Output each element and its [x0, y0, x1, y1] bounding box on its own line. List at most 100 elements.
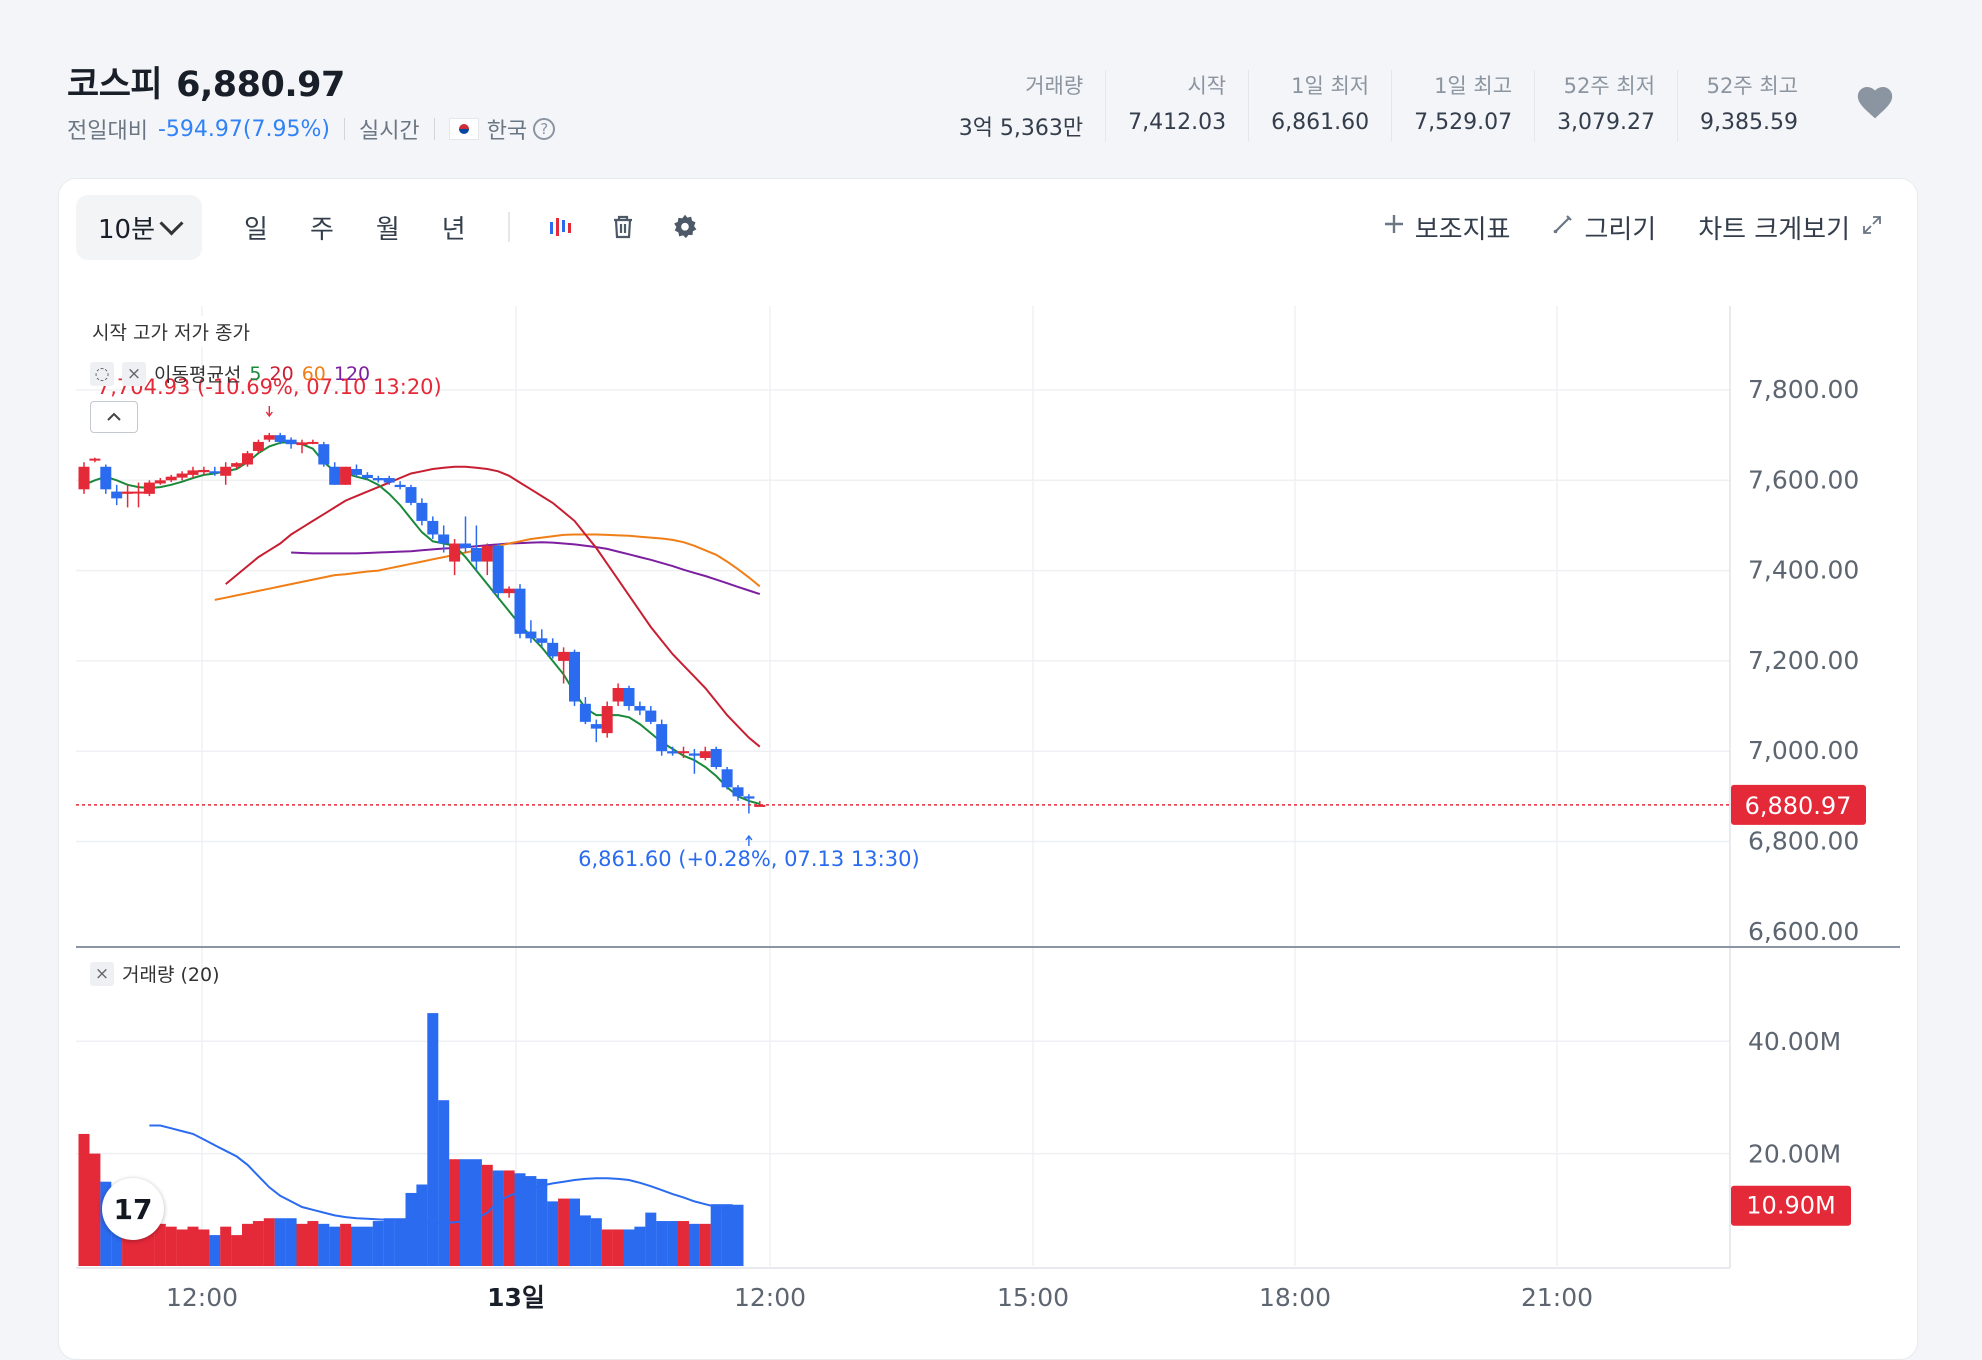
indicators-label: 보조지표: [1414, 214, 1511, 245]
candle-body: [634, 706, 646, 711]
volume-bar: [590, 1218, 602, 1266]
candle-body: [122, 491, 134, 494]
volume-bar: [274, 1218, 286, 1266]
volume-bar: [667, 1221, 679, 1266]
korea-flag-icon: [448, 118, 479, 140]
toolbar-divider: [507, 212, 510, 242]
stat-day-low: 1일 최저 6,861.60: [1248, 70, 1391, 142]
trash-icon[interactable]: [608, 212, 638, 242]
candle-body: [503, 588, 515, 594]
volume-bar: [645, 1212, 657, 1266]
volume-bar: [710, 1204, 722, 1266]
price-tick-label: 7,600.00: [1748, 465, 1859, 494]
index-title: 코스피 6,880.97: [67, 56, 345, 107]
period-day[interactable]: 일: [244, 214, 268, 245]
time-tick-label: 13일: [487, 1283, 545, 1312]
ma20-legend: 20: [269, 362, 294, 385]
close-icon[interactable]: ×: [90, 961, 114, 986]
ohlc-legend-label: 시작 고가 저가 종가: [92, 322, 250, 344]
candle-body: [89, 458, 101, 461]
last-price-tag: [1731, 784, 1866, 825]
price-tick-label: 6,800.00: [1748, 827, 1859, 856]
candle-body: [351, 469, 362, 475]
candle-body: [318, 444, 330, 465]
candle-body: [536, 638, 548, 643]
volume-bar: [470, 1159, 482, 1266]
candle-body: [252, 441, 264, 451]
close-icon[interactable]: ×: [122, 361, 146, 386]
stats-bar: 거래량 3억 5,363만 시작 7,412.03 1일 최저 6,861.60…: [937, 70, 1820, 142]
volume-bar: [514, 1173, 526, 1266]
candle-body: [460, 543, 471, 549]
price-tick-label: 7,800.00: [1748, 375, 1859, 404]
volume-bar: [492, 1170, 504, 1266]
volume-bar: [449, 1159, 461, 1266]
index-price: 6,880.97: [176, 65, 345, 105]
candle-body: [678, 751, 689, 754]
volume-bar: [427, 1013, 439, 1266]
eye-off-icon[interactable]: ◌: [90, 361, 114, 386]
candle-body: [601, 706, 613, 734]
volume-bar: [525, 1176, 537, 1266]
chart-toolbar: 10분 일 주 월 년: [76, 194, 732, 260]
period-year[interactable]: 년: [441, 214, 466, 245]
volume-tick-label: 20.00M: [1748, 1140, 1841, 1169]
volume-bar: [340, 1223, 352, 1266]
index-name: 코스피: [67, 65, 163, 105]
draw-button[interactable]: 그리기: [1552, 209, 1656, 246]
timeframe-select[interactable]: 10분: [76, 194, 203, 260]
stat-label: 52주 최저: [1563, 74, 1656, 98]
period-month[interactable]: 월: [375, 214, 400, 245]
candle-body: [667, 751, 679, 754]
ma120-line: [291, 541, 761, 596]
candle-body: [383, 478, 395, 483]
candle-body: [263, 435, 275, 440]
volume-bar: [405, 1192, 417, 1266]
ma120-legend: 120: [333, 362, 371, 385]
candle-body: [111, 491, 123, 499]
candle-body: [590, 724, 602, 729]
expand-icon: [1862, 212, 1882, 242]
candle-body: [209, 471, 221, 474]
candle-body: [579, 703, 591, 722]
help-icon[interactable]: ?: [533, 118, 556, 140]
candle-body: [394, 484, 406, 488]
stat-label: 1일 최저: [1291, 74, 1370, 98]
candle-body: [743, 796, 755, 799]
high-annotation: 7,704.93 (-10.69%, 07.10 13:20): [97, 375, 442, 399]
time-tick-label: 12:00: [734, 1283, 806, 1312]
ma-legend: ◌ × 이동평균선 5 20 60 120: [90, 360, 370, 387]
volume-bar: [579, 1215, 591, 1266]
candle-body: [405, 487, 417, 503]
ma60-legend: 60: [301, 362, 326, 385]
fullscreen-button[interactable]: 차트 크게보기: [1698, 209, 1882, 246]
candle-body: [78, 466, 90, 490]
volume-bar: [263, 1218, 275, 1266]
candle-body: [100, 466, 112, 490]
candle-body: [754, 804, 766, 807]
volume-bar: [460, 1159, 471, 1266]
chevron-up-icon: [107, 412, 121, 421]
change-label: 전일대비: [67, 119, 148, 144]
period-week[interactable]: 주: [309, 214, 334, 245]
volume-bar: [721, 1204, 733, 1266]
candle-type-icon[interactable]: [546, 212, 576, 242]
volume-bar: [503, 1170, 515, 1266]
fullscreen-label: 차트 크게보기: [1698, 214, 1850, 245]
divider: [343, 118, 345, 140]
candle-body: [361, 474, 373, 479]
candle-body: [699, 751, 711, 758]
volume-bar: [361, 1226, 373, 1266]
favorite-heart-icon[interactable]: [1855, 84, 1895, 120]
stat-value: 6,861.60: [1271, 110, 1370, 135]
candle-body: [427, 520, 439, 535]
collapse-legend-button[interactable]: [90, 401, 138, 433]
stat-label: 시작: [1187, 74, 1227, 98]
indicators-button[interactable]: 보조지표: [1383, 209, 1511, 246]
candle-body: [492, 545, 504, 594]
volume-bar: [438, 1100, 450, 1266]
index-subline: 전일대비 -594.97(7.95%) 실시간 한국 ?: [67, 113, 556, 145]
settings-gear-icon[interactable]: [670, 212, 700, 242]
country-label: 한국: [486, 119, 528, 144]
